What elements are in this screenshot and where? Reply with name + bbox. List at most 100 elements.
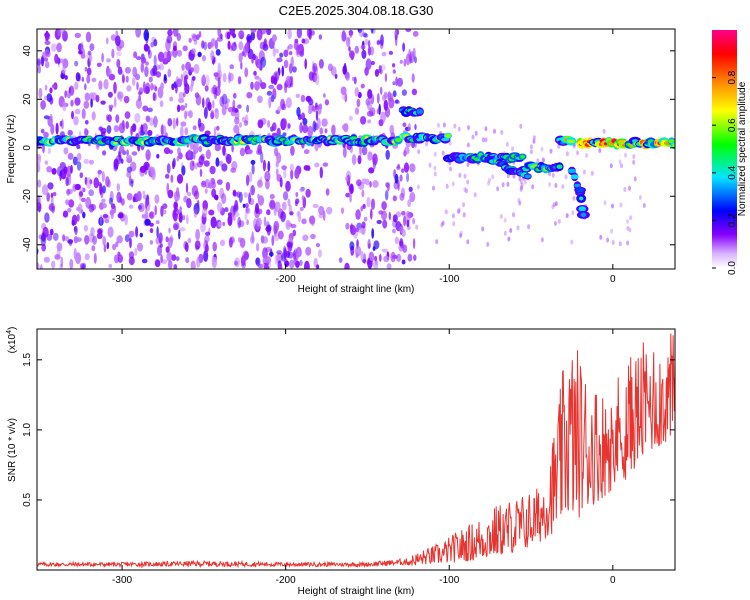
noise-speckle xyxy=(230,111,237,117)
noise-speckle xyxy=(471,134,475,140)
noise-speckle xyxy=(156,226,159,239)
noise-speckle xyxy=(169,96,174,102)
noise-speckle xyxy=(227,40,231,50)
noise-speckle xyxy=(270,75,275,84)
noise-speckle xyxy=(125,75,129,83)
snr-frame xyxy=(36,328,676,571)
noise-speckle xyxy=(396,165,401,170)
snr-multiplier-exp: 4 xyxy=(6,330,13,334)
noise-speckle xyxy=(378,65,382,70)
noise-speckle xyxy=(357,227,363,234)
noise-speckle xyxy=(281,103,287,111)
noise-speckle xyxy=(244,42,250,53)
noise-speckle xyxy=(371,198,375,210)
noise-speckle xyxy=(222,145,226,156)
noise-speckle xyxy=(144,218,151,226)
noise-speckle xyxy=(101,171,105,183)
noise-speckle xyxy=(349,32,353,38)
noise-speckle xyxy=(425,141,429,147)
colorbar-tick-label: 0.4 xyxy=(727,165,738,179)
noise-speckle xyxy=(42,143,45,154)
noise-speckle xyxy=(367,40,371,48)
noise-speckle xyxy=(128,230,135,238)
noise-speckle xyxy=(540,237,544,243)
noise-speckle xyxy=(99,183,103,195)
noise-speckle xyxy=(307,108,313,115)
noise-speckle xyxy=(281,201,287,211)
noise-speckle xyxy=(176,78,183,88)
noise-speckle xyxy=(392,81,396,86)
noise-speckle xyxy=(349,50,355,59)
noise-speckle xyxy=(358,144,362,155)
noise-speckle xyxy=(529,149,533,155)
noise-speckle xyxy=(287,123,291,129)
noise-speckle xyxy=(282,118,287,127)
colorbar: 0.0 0.2 0.4 0.6 0.8 Normalized spectral ampl… xyxy=(712,30,748,275)
noise-speckle xyxy=(84,83,87,91)
noise-speckle xyxy=(65,199,70,205)
noise-speckle xyxy=(105,37,109,45)
noise-speckle xyxy=(262,247,268,260)
noise-speckle xyxy=(243,251,250,260)
noise-speckle xyxy=(500,129,504,135)
noise-speckle xyxy=(561,184,565,190)
signal-upper-blob xyxy=(416,109,424,115)
noise-speckle xyxy=(315,102,318,108)
noise-speckle xyxy=(220,33,223,40)
noise-speckle xyxy=(98,126,103,131)
noise-speckle xyxy=(50,43,57,52)
noise-speckle xyxy=(91,245,96,252)
noise-speckle xyxy=(44,40,51,46)
colorbar-tick-label: 0.0 xyxy=(727,261,738,275)
noise-speckle xyxy=(136,190,142,202)
noise-speckle xyxy=(279,52,284,58)
noise-speckle xyxy=(51,84,58,89)
noise-speckle xyxy=(214,143,221,152)
noise-speckle xyxy=(342,123,349,131)
noise-speckle xyxy=(260,56,267,68)
noise-speckle xyxy=(323,93,326,98)
noise-speckle xyxy=(116,51,122,57)
noise-speckle xyxy=(115,30,119,36)
noise-speckle xyxy=(306,29,312,39)
noise-speckle xyxy=(84,127,88,136)
noise-speckle xyxy=(214,108,219,120)
noise-speckle xyxy=(271,132,278,137)
noise-speckle xyxy=(283,167,287,179)
noise-speckle xyxy=(184,242,189,253)
noise-speckle xyxy=(257,119,264,129)
noise-speckle xyxy=(190,260,196,269)
noise-speckle xyxy=(166,163,171,174)
noise-speckle xyxy=(285,97,292,109)
noise-speckle xyxy=(248,192,252,205)
noise-speckle xyxy=(176,117,179,127)
noise-speckle xyxy=(378,210,384,215)
noise-speckle xyxy=(103,244,107,253)
noise-speckle xyxy=(153,39,158,47)
noise-speckle xyxy=(285,180,291,192)
noise-speckle xyxy=(232,105,236,112)
noise-speckle xyxy=(126,166,133,173)
noise-speckle xyxy=(43,115,50,120)
noise-speckle xyxy=(381,201,387,211)
noise-speckle xyxy=(140,124,144,133)
noise-speckle xyxy=(226,31,231,40)
noise-speckle xyxy=(187,149,192,159)
noise-speckle xyxy=(507,236,511,242)
noise-speckle xyxy=(215,157,220,167)
noise-speckle xyxy=(263,263,269,269)
noise-speckle xyxy=(44,84,48,91)
noise-speckle xyxy=(554,201,558,207)
noise-speckle xyxy=(102,185,106,194)
noise-speckle xyxy=(273,220,280,232)
noise-speckle xyxy=(76,237,82,243)
noise-speckle xyxy=(190,67,194,73)
noise-speckle xyxy=(74,60,79,67)
noise-speckle xyxy=(343,62,347,74)
noise-speckle xyxy=(107,226,114,238)
noise-speckle xyxy=(137,91,142,96)
noise-speckle xyxy=(237,216,242,229)
noise-speckle xyxy=(506,173,510,179)
noise-speckle xyxy=(126,85,132,92)
noise-speckle xyxy=(274,147,279,157)
